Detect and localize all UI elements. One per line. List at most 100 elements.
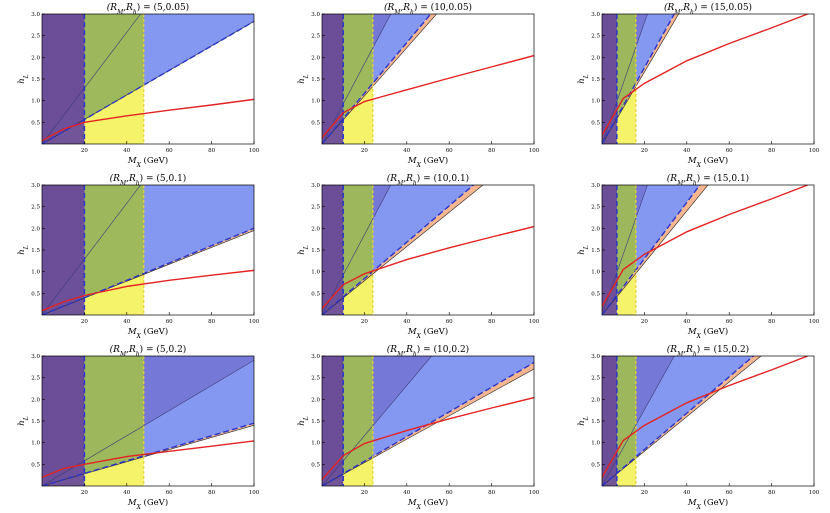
y-tick-label: 2.0	[311, 397, 320, 403]
y-tick-label: 2.0	[311, 55, 320, 61]
title-part: ,R	[123, 3, 133, 13]
x-tick-label: 100	[529, 319, 540, 325]
title-part: ,R	[126, 345, 136, 355]
y-label-main: h	[577, 420, 587, 425]
y-tick-label: 1.0	[591, 270, 600, 276]
x-label-unit: (GeV)	[141, 155, 168, 166]
x-tick-label: 80	[208, 148, 215, 154]
y-axis-label: hL	[577, 416, 590, 425]
y-tick-label: 1.0	[31, 270, 40, 276]
y-tick-label: 2.5	[591, 34, 600, 40]
x-tick-label: 40	[683, 490, 690, 496]
blue-upper-line	[42, 185, 141, 315]
x-label-main: M	[127, 498, 137, 508]
green-region	[343, 14, 373, 119]
y-tick-label: 1.0	[591, 441, 600, 447]
title-part: (R	[387, 173, 398, 184]
x-axis-label: MX (GeV)	[127, 155, 168, 169]
x-tick-label: 100	[809, 319, 820, 325]
x-tick-label: 80	[488, 490, 495, 496]
x-label-unit: (GeV)	[701, 326, 728, 337]
y-tick-label: 1.5	[311, 419, 320, 425]
title-part: (R	[107, 2, 118, 13]
x-label-sub: X	[136, 333, 142, 340]
x-label-unit: (GeV)	[141, 497, 168, 508]
y-tick-label: 2.5	[591, 376, 600, 382]
x-tick-label: 40	[403, 490, 410, 496]
title-subscript: M	[673, 9, 681, 16]
y-tick-label: 2.0	[591, 226, 600, 232]
red-curve	[322, 225, 534, 309]
x-tick-label: 40	[403, 319, 410, 325]
y-tick-label: 2.0	[31, 226, 40, 232]
orange-lower-line	[322, 185, 484, 315]
x-tick-label: 40	[683, 319, 690, 325]
y-tick-label: 1.5	[31, 419, 40, 425]
y-tick-label: 2.0	[311, 226, 320, 232]
y-tick-label: 0.5	[311, 291, 320, 297]
green-region	[84, 185, 144, 298]
red-curve	[42, 269, 254, 312]
title-part: ,R	[403, 345, 413, 355]
title-part: ) = (10,0.05)	[414, 2, 472, 13]
y-axis-label: hL	[577, 245, 590, 254]
y-tick-label: 1.5	[31, 77, 40, 83]
x-label-sub: X	[416, 162, 422, 169]
y-tick-label: 3.0	[591, 12, 600, 18]
purple-region	[322, 356, 344, 486]
y-tick-label: 0.5	[31, 120, 40, 126]
y-label-main: h	[17, 78, 27, 83]
title-subscript: h	[136, 180, 140, 187]
x-tick-label: 80	[488, 319, 495, 325]
y-axis-label: hL	[297, 416, 310, 425]
orange-lower-line	[602, 185, 709, 315]
y-label-main: h	[577, 78, 587, 83]
x-tick-label: 80	[488, 148, 495, 154]
x-tick-label: 20	[81, 148, 88, 154]
title-subscript: h	[693, 351, 697, 358]
green-region	[84, 356, 144, 474]
green-region	[616, 185, 636, 296]
y-tick-label: 3.0	[591, 354, 600, 360]
red-curve	[602, 14, 808, 136]
plot-area	[602, 356, 808, 486]
x-label-main: M	[127, 156, 137, 166]
y-label-main: h	[577, 249, 587, 254]
y-tick-label: 1.0	[311, 441, 320, 447]
y-tick-label: 0.5	[311, 462, 320, 468]
chart-title: (RM,Rh) = (15,0.2)	[667, 344, 749, 358]
y-axis-label: hL	[297, 74, 310, 83]
y-tick-label: 1.0	[311, 270, 320, 276]
x-tick-label: 20	[361, 319, 368, 325]
x-tick-label: 80	[208, 319, 215, 325]
x-tick-label: 100	[249, 148, 260, 154]
x-tick-label: 40	[403, 148, 410, 154]
title-part: ) = (5,0.2)	[140, 344, 187, 355]
y-tick-label: 1.0	[311, 99, 320, 105]
x-label-unit: (GeV)	[421, 155, 448, 166]
x-label-unit: (GeV)	[141, 326, 168, 337]
plot-area	[322, 185, 534, 315]
x-tick-label: 100	[529, 148, 540, 154]
title-part: ) = (15,0.1)	[697, 173, 749, 184]
chart-title: (RM,Rh) = (5,0.05)	[107, 2, 189, 16]
x-tick-label: 20	[361, 490, 368, 496]
y-tick-label: 2.0	[31, 55, 40, 61]
y-axis-label: hL	[17, 74, 30, 83]
red-curve	[322, 54, 534, 138]
title-part: ,R	[400, 3, 410, 13]
title-subscript: h	[410, 9, 414, 16]
red-curve	[42, 440, 254, 478]
blue-upper-line	[602, 356, 675, 486]
title-part: (R	[387, 344, 398, 355]
y-tick-label: 2.0	[591, 55, 600, 61]
y-tick-label: 1.5	[311, 248, 320, 254]
chart-title: (RM,Rh) = (15,0.1)	[667, 173, 749, 187]
x-tick-label: 60	[166, 319, 173, 325]
